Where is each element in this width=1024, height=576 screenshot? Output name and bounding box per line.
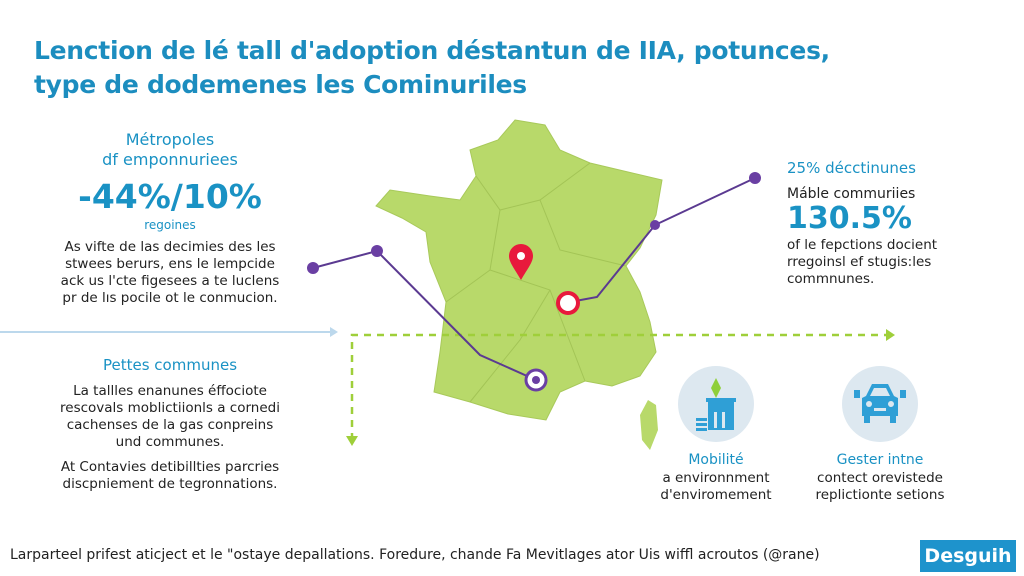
brand-badge: Desguih xyxy=(920,540,1016,572)
metropoles-body: As vifte de las decimies des les stwees … xyxy=(60,239,280,306)
corsica xyxy=(640,400,658,450)
region-borders xyxy=(445,162,627,403)
metropoles-panel: Métropoles df emponnuriees -44%/10% rego… xyxy=(40,130,300,307)
connector-dot xyxy=(650,220,660,230)
mobilite-card: Mobilité a environnment d'enviromement xyxy=(648,366,784,504)
metropoles-stat: -44%/10% xyxy=(78,177,262,216)
gester-card: Gester intne contect orevistede replicti… xyxy=(805,366,955,504)
connector-dot xyxy=(371,245,383,257)
right-stat: 130.5% xyxy=(787,201,912,236)
location-marker xyxy=(556,291,580,315)
dashed-arrow xyxy=(350,333,888,440)
connector-dot xyxy=(749,172,761,184)
building-icon xyxy=(678,366,754,442)
connector-left xyxy=(312,249,537,381)
connector-dot xyxy=(307,262,319,274)
map-pin-icon xyxy=(509,244,533,280)
dashed-arrow-head-down xyxy=(346,436,358,446)
page-title: Lenction de lé tall d'adoption déstantun… xyxy=(34,36,830,99)
right-stat-panel: 25% décctinunes Máble commuriies 130.5% … xyxy=(787,158,987,288)
connector-right xyxy=(569,177,756,303)
car-icon xyxy=(842,366,918,442)
petites-communes-panel: Pettes communes La tallles enanunes éffo… xyxy=(60,356,280,492)
footer-text: Larparteel prifest aticject et le "ostay… xyxy=(10,547,820,563)
dashed-arrow-head-right xyxy=(886,329,895,341)
left-arrow-head xyxy=(330,327,338,337)
